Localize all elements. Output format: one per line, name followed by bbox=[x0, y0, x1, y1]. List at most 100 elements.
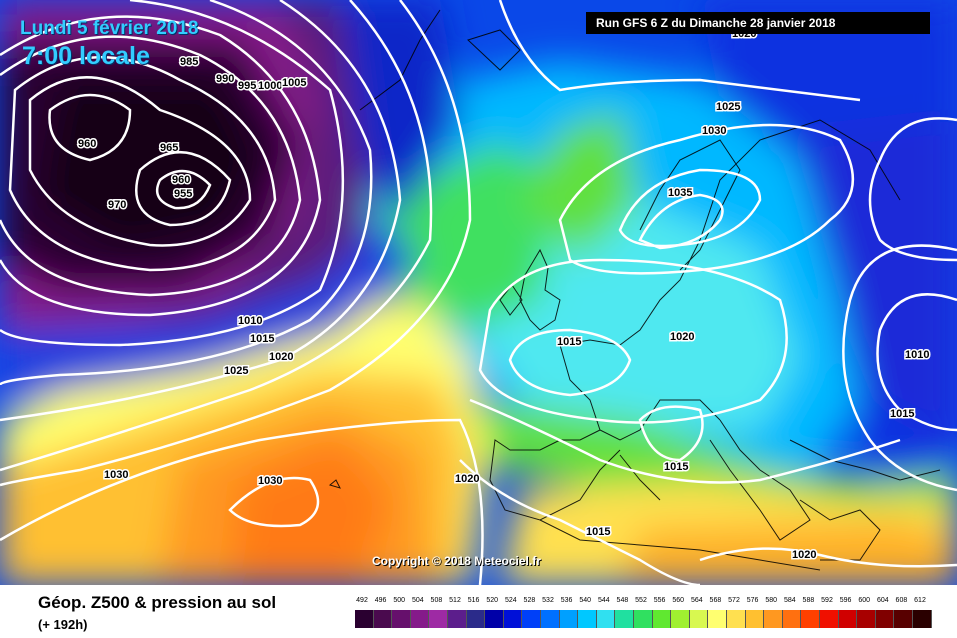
isobar-label: 985 bbox=[180, 56, 198, 68]
isobar-label: 1015 bbox=[586, 526, 610, 538]
scale-label: 580 bbox=[765, 597, 778, 604]
scale-label: 552 bbox=[635, 597, 647, 604]
scale-label: 572 bbox=[728, 597, 740, 604]
scale-label: 492 bbox=[356, 597, 368, 604]
scale-label: 608 bbox=[895, 597, 908, 604]
copyright-notice: Copyright © 2018 Meteociel.fr bbox=[372, 554, 541, 568]
isobar-label: 1000 bbox=[258, 80, 282, 92]
legend-title: Géop. Z500 & pression au sol bbox=[38, 593, 277, 612]
scale-swatch bbox=[466, 610, 486, 628]
scale-swatch bbox=[615, 610, 634, 628]
scale-label: 596 bbox=[839, 597, 852, 604]
isobar-label: 1015 bbox=[250, 333, 274, 345]
scale-swatch bbox=[410, 610, 430, 628]
isobar-label: 970 bbox=[108, 199, 126, 211]
scale-label: 584 bbox=[783, 597, 796, 604]
scale-label: 496 bbox=[374, 597, 387, 604]
isobar-label: 965 bbox=[160, 142, 178, 154]
scale-swatch bbox=[429, 610, 448, 628]
isobar-label: 1010 bbox=[238, 315, 262, 327]
scale-swatch bbox=[894, 610, 913, 628]
scale-swatch bbox=[782, 610, 802, 628]
scale-swatch bbox=[355, 610, 374, 628]
isobar-label: 1005 bbox=[282, 77, 306, 89]
scale-label: 564 bbox=[690, 597, 703, 604]
scale-label: 556 bbox=[653, 597, 666, 604]
isobars bbox=[0, 0, 957, 585]
isobar-label: 1015 bbox=[664, 461, 688, 473]
isobar-label: 990 bbox=[216, 73, 234, 85]
forecast-date: Lundi 5 février 2018 bbox=[20, 18, 199, 39]
isobar-label: 1030 bbox=[104, 469, 128, 481]
scale-label: 512 bbox=[449, 597, 461, 604]
isobar-label: 1030 bbox=[258, 475, 282, 487]
scale-label: 560 bbox=[672, 597, 685, 604]
isobar-label: 1020 bbox=[455, 473, 479, 485]
isobar-label: 1030 bbox=[702, 125, 726, 137]
scale-swatch bbox=[838, 610, 858, 628]
scale-label: 524 bbox=[504, 597, 517, 604]
scale-swatch bbox=[820, 610, 839, 628]
scale-swatch bbox=[671, 610, 690, 628]
isobar-label: 1025 bbox=[224, 365, 248, 377]
scale-swatch bbox=[559, 610, 579, 628]
scale-label: 508 bbox=[430, 597, 443, 604]
scale-swatch bbox=[578, 610, 597, 628]
color-field bbox=[0, 0, 957, 585]
scale-label: 568 bbox=[709, 597, 722, 604]
scale-swatch bbox=[857, 610, 876, 628]
isobar-label: 960 bbox=[172, 174, 190, 186]
weather-map: 960 965 960 955 970 985 990 995 1000 100… bbox=[0, 0, 957, 585]
scale-label: 528 bbox=[523, 597, 536, 604]
legend-subtitle: (+ 192h) bbox=[38, 617, 88, 632]
scale-label: 548 bbox=[616, 597, 629, 604]
isobar-label: 1015 bbox=[890, 408, 914, 420]
scale-label: 500 bbox=[393, 597, 406, 604]
scale-swatch bbox=[875, 610, 895, 628]
scale-label: 592 bbox=[821, 597, 833, 604]
scale-label: 588 bbox=[802, 597, 815, 604]
scale-swatch bbox=[485, 610, 504, 628]
scale-swatch bbox=[448, 610, 467, 628]
isobar-label: 960 bbox=[78, 138, 96, 150]
scale-swatch bbox=[913, 610, 932, 628]
scale-label: 540 bbox=[579, 597, 592, 604]
scale-swatch bbox=[764, 610, 783, 628]
scale-label: 532 bbox=[542, 597, 554, 604]
scale-swatch bbox=[801, 610, 820, 628]
color-scale: 492 496 500 504 508 512 516 520 524 528 532 536 540 5… bbox=[355, 597, 935, 633]
isobar-label: 1035 bbox=[668, 187, 692, 199]
scale-label: 536 bbox=[560, 597, 573, 604]
scale-label: 604 bbox=[876, 597, 889, 604]
scale-label: 504 bbox=[411, 597, 424, 604]
scale-label: 516 bbox=[467, 597, 480, 604]
scale-swatch bbox=[522, 610, 541, 628]
isobar-label: 1020 bbox=[670, 331, 694, 343]
scale-swatch bbox=[745, 610, 765, 628]
isobar-label: 1015 bbox=[557, 336, 581, 348]
scale-swatch bbox=[503, 610, 523, 628]
isobar-label: 955 bbox=[174, 188, 192, 200]
run-label: Run GFS 6 Z du Dimanche 28 janvier 2018 bbox=[586, 12, 930, 34]
isobar-label: 1020 bbox=[792, 549, 816, 561]
isobar-label: 1010 bbox=[905, 349, 929, 361]
isobar-label: 1020 bbox=[269, 351, 293, 363]
scale-label: 612 bbox=[914, 597, 926, 604]
scale-swatch bbox=[634, 610, 653, 628]
scale-label: 600 bbox=[858, 597, 871, 604]
forecast-time: 7:00 locale bbox=[22, 42, 150, 70]
legend-bar: Géop. Z500 & pression au sol (+ 192h) 49… bbox=[0, 585, 957, 638]
isobar-label: 1025 bbox=[716, 101, 740, 113]
scale-label: 544 bbox=[597, 597, 610, 604]
isobar-label: 995 bbox=[238, 80, 256, 92]
scale-swatch bbox=[541, 610, 560, 628]
scale-swatch bbox=[689, 610, 709, 628]
scale-label: 576 bbox=[746, 597, 759, 604]
scale-swatch bbox=[392, 610, 411, 628]
geopotential-field: 960 965 960 955 970 985 990 995 1000 100… bbox=[0, 0, 957, 585]
scale-swatch bbox=[652, 610, 672, 628]
scale-swatch bbox=[708, 610, 727, 628]
scale-swatch bbox=[727, 610, 746, 628]
scale-label: 520 bbox=[486, 597, 499, 604]
scale-swatch bbox=[596, 610, 616, 628]
